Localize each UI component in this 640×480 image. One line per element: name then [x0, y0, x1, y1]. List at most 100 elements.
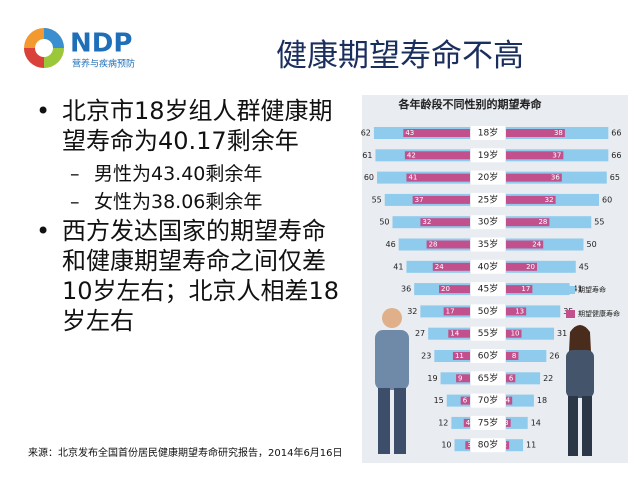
- category-box: [471, 215, 505, 230]
- category-label: 75岁: [478, 416, 498, 428]
- healthy-bar: [406, 173, 470, 182]
- healthy-bar: [506, 129, 565, 137]
- healthy-bar: [506, 285, 533, 294]
- value-label: 28: [429, 241, 438, 249]
- value-label: 24: [532, 241, 541, 249]
- category-box: [471, 170, 505, 185]
- value-label: 55: [372, 195, 382, 204]
- category-label: 65岁: [478, 372, 498, 384]
- value-label: 41: [393, 262, 403, 271]
- value-label: 60: [602, 195, 612, 204]
- value-label: 62: [361, 129, 371, 138]
- value-label: 38: [554, 129, 563, 137]
- source-note: 来源：北京发布全国首份居民健康期望寿命研究报告，2014年6月16日: [28, 448, 343, 459]
- value-label: 6: [509, 374, 514, 382]
- healthy-bar: [506, 173, 562, 182]
- healthy-bar: [420, 218, 470, 227]
- healthy-bar: [506, 262, 537, 271]
- category-label: 60岁: [478, 350, 498, 362]
- category-box: [471, 304, 505, 319]
- value-label: 19: [427, 374, 437, 383]
- legend-label: 期望健康寿命: [578, 309, 620, 318]
- category-label: 55岁: [478, 327, 498, 339]
- woman-figure: [566, 325, 594, 456]
- healthy-bar: [452, 352, 470, 360]
- value-label: 26: [549, 352, 559, 361]
- healthy-bar: [506, 441, 510, 450]
- value-label: 28: [538, 218, 547, 226]
- category-box: [471, 282, 505, 297]
- value-label: 22: [543, 374, 553, 383]
- category-label: 80岁: [478, 439, 498, 451]
- value-label: 37: [415, 196, 424, 204]
- sub-bullet: 男性为43.40剩余年: [28, 160, 340, 188]
- category-box: [471, 237, 505, 252]
- category-box: [471, 259, 505, 274]
- value-label: 27: [415, 329, 425, 338]
- value-label: 2: [503, 441, 507, 449]
- value-label: 50: [587, 240, 597, 249]
- value-label: 42: [407, 151, 416, 159]
- category-box: [471, 349, 505, 363]
- bullet-list: 北京市18岁组人群健康期望寿命为40.17剩余年男性为43.40剩余年女性为38…: [28, 96, 340, 340]
- value-label: 3: [504, 419, 508, 427]
- value-label: 4: [466, 419, 471, 427]
- bullet: 西方发达国家的期望寿命和健康期望寿命之间仅差10岁左右；北京人相差18岁左右: [28, 216, 340, 336]
- value-label: 20: [441, 285, 450, 293]
- category-label: 35岁: [478, 238, 498, 250]
- life-bar: [506, 439, 524, 452]
- value-label: 23: [421, 352, 431, 361]
- value-label: 17: [446, 307, 455, 315]
- value-label: 18: [537, 396, 547, 405]
- healthy-bar: [463, 418, 470, 427]
- value-label: 14: [531, 418, 541, 427]
- value-label: 66: [611, 151, 621, 160]
- category-label: 70岁: [478, 394, 498, 406]
- life-bar: [506, 416, 528, 429]
- category-box: [471, 438, 505, 453]
- value-label: 50: [379, 218, 389, 227]
- chart-title: 各年龄段不同性别的期望寿命: [398, 97, 543, 111]
- healthy-bar: [506, 195, 556, 204]
- healthy-bar: [443, 307, 470, 316]
- healthy-bar: [506, 374, 516, 383]
- value-label: 60: [364, 173, 374, 182]
- value-label: 20: [526, 263, 535, 271]
- category-label: 50岁: [478, 305, 498, 317]
- healthy-bar: [506, 240, 544, 249]
- bullet: 北京市18岁组人群健康期望寿命为40.17剩余年: [28, 96, 340, 156]
- value-label: 4: [506, 397, 511, 405]
- healthy-bar: [506, 352, 519, 360]
- value-label: 36: [401, 285, 411, 294]
- value-label: 8: [512, 352, 516, 360]
- value-label: 11: [455, 352, 464, 360]
- value-label: 12: [438, 418, 448, 427]
- healthy-bar: [412, 195, 470, 204]
- sub-bullet: 女性为38.06剩余年: [28, 188, 340, 216]
- value-label: 14: [450, 330, 459, 338]
- value-label: 61: [362, 151, 372, 160]
- healthy-bar: [456, 374, 470, 383]
- healthy-bar: [506, 151, 564, 160]
- value-label: 32: [407, 307, 417, 316]
- healthy-bar: [403, 129, 470, 137]
- value-label: 10: [441, 441, 451, 450]
- category-box: [471, 126, 505, 140]
- category-box: [471, 371, 505, 386]
- legend-swatch: [566, 310, 575, 318]
- value-label: 36: [551, 174, 560, 182]
- healthy-bar: [506, 307, 527, 316]
- slide-title: 健康期望寿命不高: [276, 38, 524, 74]
- man-figure: [375, 308, 409, 454]
- category-label: 20岁: [478, 171, 498, 183]
- category-label: 18岁: [478, 127, 498, 139]
- value-label: 10: [511, 330, 520, 338]
- category-box: [471, 148, 505, 163]
- category-label: 40岁: [478, 260, 498, 272]
- logo-subtitle: 营养与疾病预防: [72, 58, 135, 70]
- logo-icon: [24, 28, 64, 68]
- healthy-bar: [426, 240, 470, 249]
